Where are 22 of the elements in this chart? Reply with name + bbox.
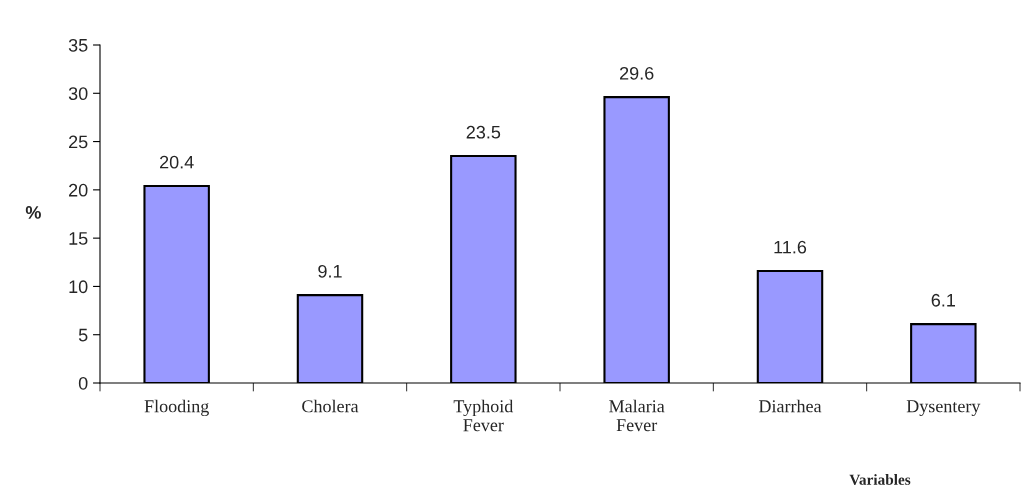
x-tick-label: Malaria Fever: [609, 399, 665, 432]
x-tick-label: Flooding: [144, 399, 209, 417]
data-label: 11.6: [774, 240, 807, 254]
y-tick-label: 35: [68, 38, 88, 52]
y-tick-label: 30: [68, 87, 88, 101]
y-tick-label: 20: [69, 183, 88, 197]
data-label: 29.6: [620, 66, 654, 80]
y-tick-label: 10: [69, 280, 88, 294]
x-tick-label: Typhoid Fever: [453, 399, 514, 432]
y-tick-label: 5: [78, 328, 88, 342]
data-label: 9.1: [318, 264, 342, 278]
y-tick-label: 15: [69, 232, 88, 245]
x-tick-label: Diarrhea: [758, 399, 822, 413]
x-tick-label: Dysentery: [906, 400, 981, 417]
y-axis-title: %: [25, 206, 41, 219]
data-label: 23.5: [466, 125, 501, 139]
x-axis-title: Variables: [849, 474, 911, 485]
y-tick-label: 0: [78, 376, 88, 390]
y-tick-label: 25: [69, 135, 88, 149]
data-label: 20.4: [160, 155, 194, 169]
data-label: 6.1: [931, 293, 955, 307]
x-tick-label: Cholera: [302, 399, 359, 413]
